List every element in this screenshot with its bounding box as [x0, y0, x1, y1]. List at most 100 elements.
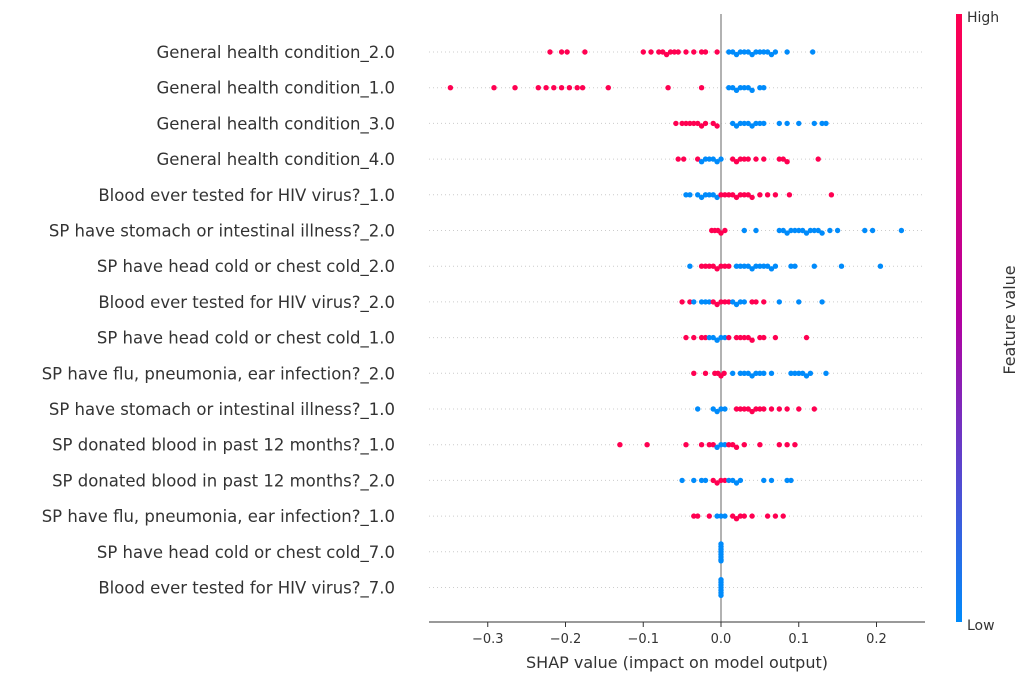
shap-point — [741, 156, 747, 162]
shap-point — [617, 442, 623, 448]
shap-point — [648, 49, 654, 55]
shap-point — [691, 513, 697, 519]
shap-point — [726, 334, 732, 341]
shap-point — [768, 370, 775, 376]
shap-point — [702, 49, 709, 55]
shap-point — [741, 263, 747, 269]
shap-point — [447, 85, 454, 91]
shap-point — [741, 85, 747, 91]
shap-point — [718, 299, 724, 305]
shap-point — [691, 477, 697, 484]
shap-point — [574, 85, 580, 91]
shap-point — [730, 49, 736, 55]
shap-point — [714, 513, 720, 519]
shap-point — [733, 301, 740, 308]
shap-point — [737, 49, 744, 55]
shap-point — [564, 49, 570, 55]
shap-point — [811, 406, 817, 412]
shap-point — [706, 156, 712, 162]
shap-point — [764, 513, 771, 519]
shap-point — [656, 49, 662, 55]
shap-point — [757, 406, 763, 412]
shap-point — [737, 299, 744, 305]
shap-point — [605, 85, 611, 91]
shap-point — [761, 120, 767, 127]
shap-point — [733, 159, 740, 165]
shap-point — [745, 120, 751, 127]
shap-point — [796, 120, 802, 127]
shap-point — [726, 263, 732, 269]
feature-label: SP donated blood in past 12 months?_1.0 — [52, 436, 395, 456]
shap-point — [691, 299, 697, 305]
shap-point — [737, 334, 744, 341]
shap-point — [807, 227, 814, 234]
shap-point — [718, 558, 724, 564]
shap-point — [695, 156, 701, 162]
shap-point — [877, 263, 884, 269]
shap-point — [726, 85, 732, 91]
shap-point — [726, 192, 732, 198]
row-gridlines — [429, 51, 925, 588]
shap-point — [726, 49, 732, 55]
shap-point — [722, 299, 728, 305]
shap-point — [706, 442, 712, 448]
shap-point — [780, 513, 786, 519]
shap-point — [741, 513, 747, 519]
x-tick-label: −0.3 — [472, 632, 504, 647]
shap-point — [675, 49, 681, 55]
shap-point — [828, 192, 835, 198]
feature-label: SP have head cold or chest cold_1.0 — [97, 329, 395, 349]
shap-point — [733, 444, 740, 450]
shap-point — [768, 406, 775, 412]
shap-point — [796, 406, 802, 412]
shap-point — [714, 408, 720, 415]
shap-point — [741, 192, 747, 198]
shap-point — [722, 263, 728, 269]
shap-point — [741, 299, 747, 305]
shap-point — [691, 120, 697, 127]
shap-point — [776, 442, 782, 448]
shap-point — [730, 442, 736, 448]
shap-point — [710, 442, 716, 448]
shap-point — [784, 230, 790, 236]
shap-point — [753, 156, 759, 162]
shap-point — [745, 156, 751, 162]
shap-point — [803, 230, 810, 236]
shap-point — [698, 85, 705, 91]
shap-point — [733, 123, 740, 129]
shap-point — [714, 337, 720, 343]
shap-point — [761, 263, 767, 269]
shap-point — [714, 480, 720, 486]
shap-point — [737, 156, 744, 162]
shap-point — [558, 49, 565, 55]
shap-point — [706, 192, 712, 198]
shap-point — [702, 192, 709, 198]
shap-point — [757, 192, 763, 198]
shap-point — [807, 370, 814, 376]
shap-point — [698, 194, 705, 201]
shap-point — [698, 263, 705, 269]
shap-point — [745, 334, 751, 341]
shap-point — [726, 442, 732, 448]
shap-point — [741, 442, 747, 448]
shap-point — [745, 406, 751, 412]
shap-point — [679, 477, 685, 484]
shap-point — [683, 192, 689, 198]
shap-point — [695, 120, 701, 127]
shap-point — [869, 227, 876, 234]
shap-point — [543, 85, 549, 91]
shap-point — [683, 334, 689, 341]
shap-point — [784, 477, 790, 484]
shap-point — [749, 299, 755, 305]
shap-point — [749, 513, 755, 519]
shap-point — [768, 51, 775, 58]
shap-point — [753, 263, 759, 269]
shap-point — [749, 266, 755, 272]
shap-point — [640, 49, 646, 55]
shap-point — [558, 85, 565, 91]
shap-point — [823, 120, 829, 127]
shap-point — [706, 263, 712, 269]
shap-point — [772, 513, 779, 519]
shap-point — [749, 123, 755, 129]
shap-point — [784, 120, 790, 127]
